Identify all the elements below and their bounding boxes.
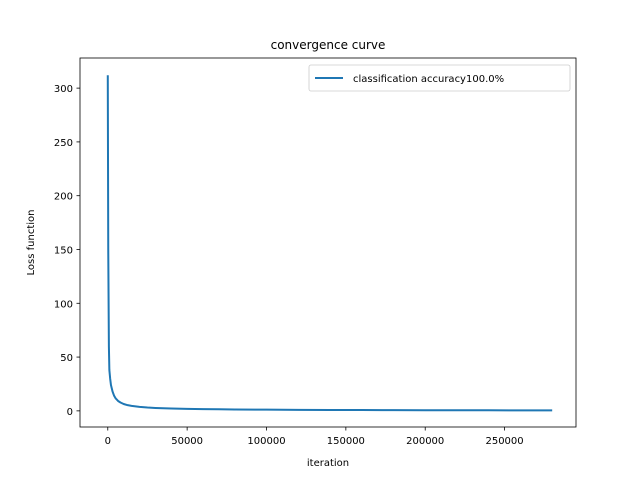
x-axis-ticks: 0 50000 100000 150000 200000 250000 [105, 427, 524, 447]
y-axis-ticks: 0 50 100 150 200 250 300 [54, 84, 80, 418]
legend-entry-label: classification accuracy100.0% [353, 74, 504, 85]
y-tick-label: 300 [54, 84, 73, 95]
y-tick-label: 200 [54, 192, 73, 203]
axes-frame [79, 57, 577, 428]
chart-title: convergence curve [271, 38, 386, 52]
y-tick-label: 250 [54, 138, 73, 149]
x-tick-label: 200000 [406, 436, 444, 447]
y-tick-label: 0 [67, 407, 73, 418]
y-axis-label: Loss function [26, 210, 37, 276]
legend-box [308, 64, 571, 92]
y-tick-label: 50 [60, 353, 73, 364]
x-tick-label: 150000 [327, 436, 365, 447]
series-line-0 [106, 75, 553, 412]
y-tick-label: 100 [54, 299, 73, 310]
y-tick-label: 150 [54, 245, 73, 256]
x-tick-label: 100000 [247, 436, 285, 447]
plot-layer [106, 75, 553, 412]
x-tick-label: 250000 [485, 436, 523, 447]
x-tick-label: 0 [105, 436, 111, 447]
x-tick-label: 50000 [171, 436, 203, 447]
legend: classification accuracy100.0% [308, 64, 571, 92]
x-axis-label: iteration [307, 458, 349, 469]
